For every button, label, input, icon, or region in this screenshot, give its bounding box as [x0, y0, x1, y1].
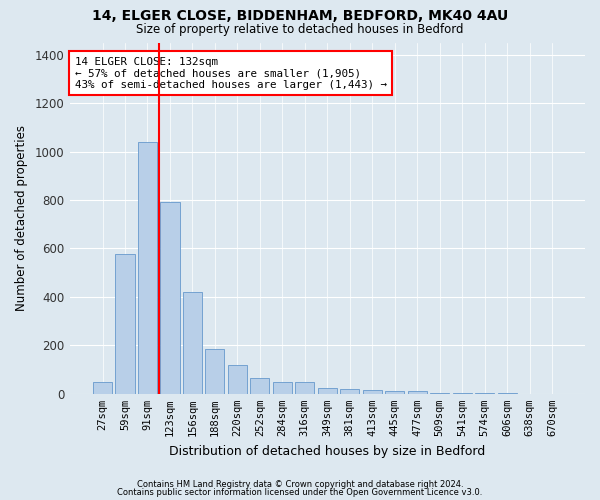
- Bar: [250, 378, 269, 394]
- Text: 14, ELGER CLOSE, BIDDENHAM, BEDFORD, MK40 4AU: 14, ELGER CLOSE, BIDDENHAM, BEDFORD, MK4…: [92, 9, 508, 23]
- Bar: [228, 364, 247, 394]
- Bar: [475, 393, 494, 394]
- Text: Size of property relative to detached houses in Bedford: Size of property relative to detached ho…: [136, 22, 464, 36]
- Bar: [273, 382, 292, 394]
- X-axis label: Distribution of detached houses by size in Bedford: Distribution of detached houses by size …: [169, 444, 485, 458]
- Y-axis label: Number of detached properties: Number of detached properties: [15, 125, 28, 311]
- Text: 14 ELGER CLOSE: 132sqm
← 57% of detached houses are smaller (1,905)
43% of semi-: 14 ELGER CLOSE: 132sqm ← 57% of detached…: [75, 56, 387, 90]
- Text: Contains HM Land Registry data © Crown copyright and database right 2024.: Contains HM Land Registry data © Crown c…: [137, 480, 463, 489]
- Bar: [205, 349, 224, 394]
- Bar: [340, 390, 359, 394]
- Bar: [138, 142, 157, 394]
- Bar: [407, 392, 427, 394]
- Bar: [183, 292, 202, 394]
- Bar: [362, 390, 382, 394]
- Bar: [160, 202, 179, 394]
- Bar: [385, 392, 404, 394]
- Bar: [93, 382, 112, 394]
- Bar: [430, 392, 449, 394]
- Bar: [295, 382, 314, 394]
- Bar: [115, 254, 134, 394]
- Text: Contains public sector information licensed under the Open Government Licence v3: Contains public sector information licen…: [118, 488, 482, 497]
- Bar: [318, 388, 337, 394]
- Bar: [452, 392, 472, 394]
